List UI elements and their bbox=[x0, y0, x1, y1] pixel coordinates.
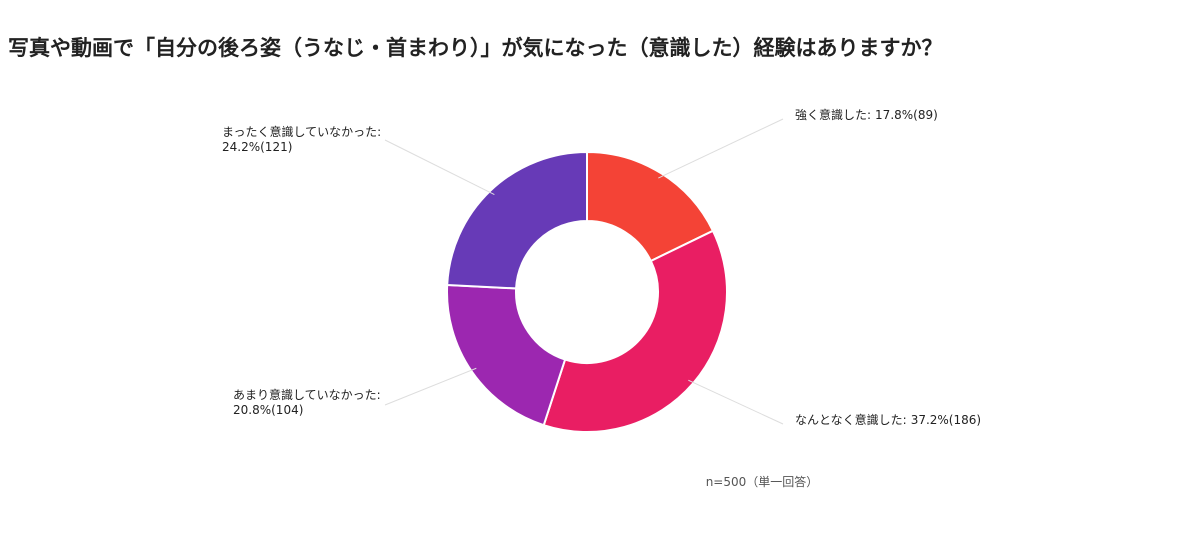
value-label: 20.8%(104) bbox=[233, 403, 303, 417]
category-label: なんとなく意識した: bbox=[795, 412, 907, 427]
slice-label: あまり意識していなかった: 20.8%(104) bbox=[233, 387, 381, 417]
donut-segment bbox=[542, 229, 728, 433]
donut-segment bbox=[446, 283, 567, 427]
category-label: まったく意識していなかった: bbox=[222, 124, 381, 139]
chart-title: 写真や動画で「自分の後ろ姿（うなじ・首まわり）」が気になった（意識した）経験はあ… bbox=[8, 36, 943, 60]
leader-line bbox=[688, 379, 784, 425]
note: n=500（単一回答） bbox=[706, 474, 819, 489]
leader-line bbox=[384, 139, 495, 196]
value-label: 37.2%(186) bbox=[911, 413, 981, 427]
category-label: 強く意識した: bbox=[795, 107, 871, 122]
slice-label: 強く意識した: 17.8%(89) bbox=[795, 107, 938, 122]
donut-segment bbox=[446, 150, 588, 290]
leader-line bbox=[658, 118, 784, 179]
slice-label: なんとなく意識した: 37.2%(186) bbox=[795, 412, 981, 427]
value-label: 24.2%(121) bbox=[222, 140, 292, 154]
leader-line bbox=[384, 367, 477, 406]
category-label: あまり意識していなかった: bbox=[233, 387, 381, 402]
value-label: 17.8%(89) bbox=[875, 108, 938, 122]
slice-label: まったく意識していなかった: 24.2%(121) bbox=[222, 124, 381, 154]
